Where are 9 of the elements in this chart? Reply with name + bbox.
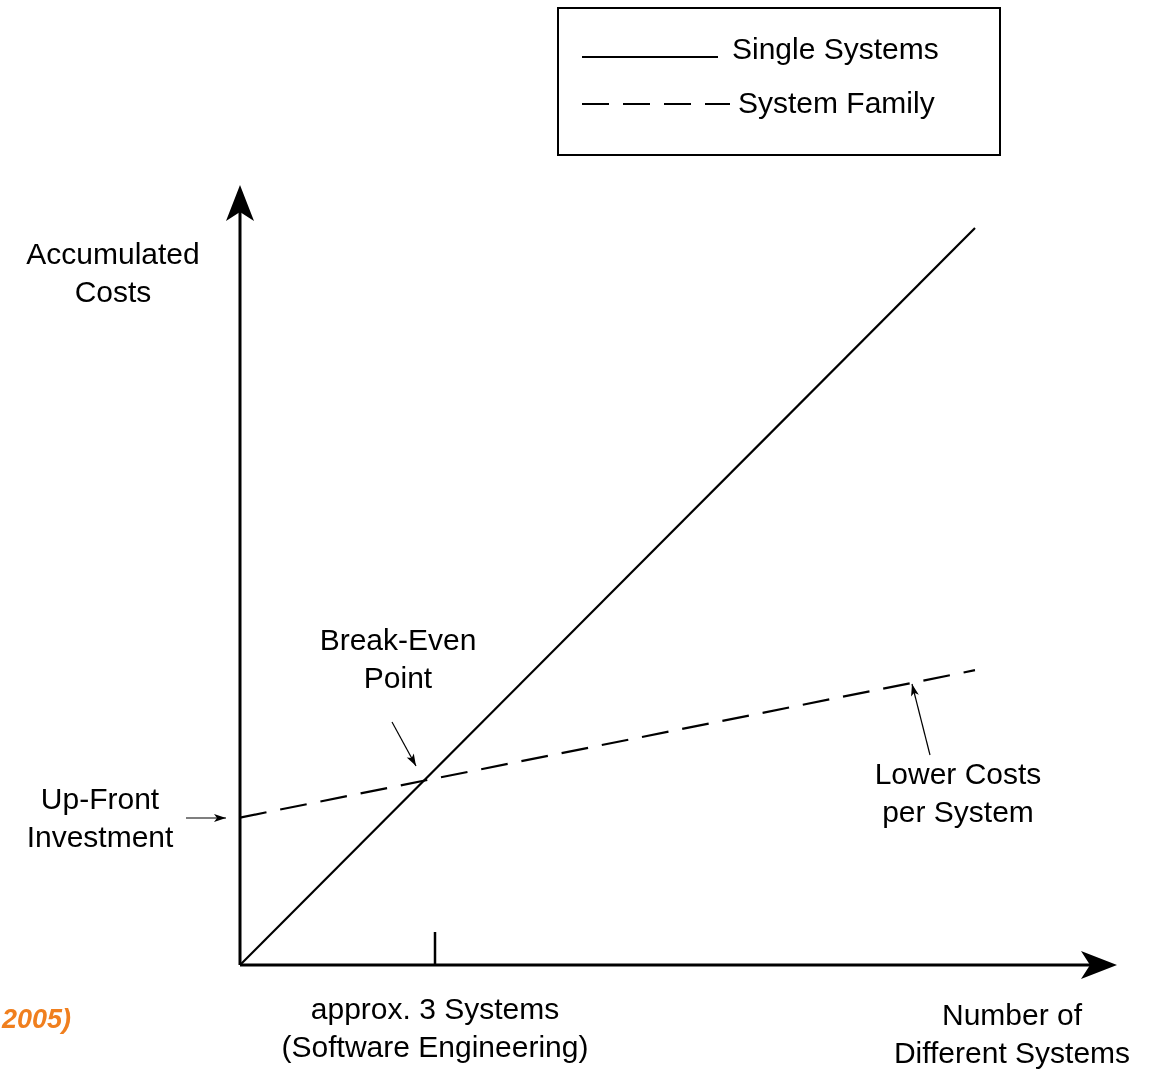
x-axis-title: Number of Different Systems [893,997,1131,1069]
text: 2005) [1,1004,72,1035]
annotation: Lower Costs per System [874,756,1042,828]
text: approx. 3 Systems (Software Engineering) [281,991,589,1063]
annotation: Break-Even Point [319,622,477,694]
legend-label: Single Systems [732,31,939,65]
annotation: Up-Front Investment [26,781,175,853]
legend-label: System Family [738,85,935,119]
y-axis-title: Accumulated Costs [26,236,200,308]
